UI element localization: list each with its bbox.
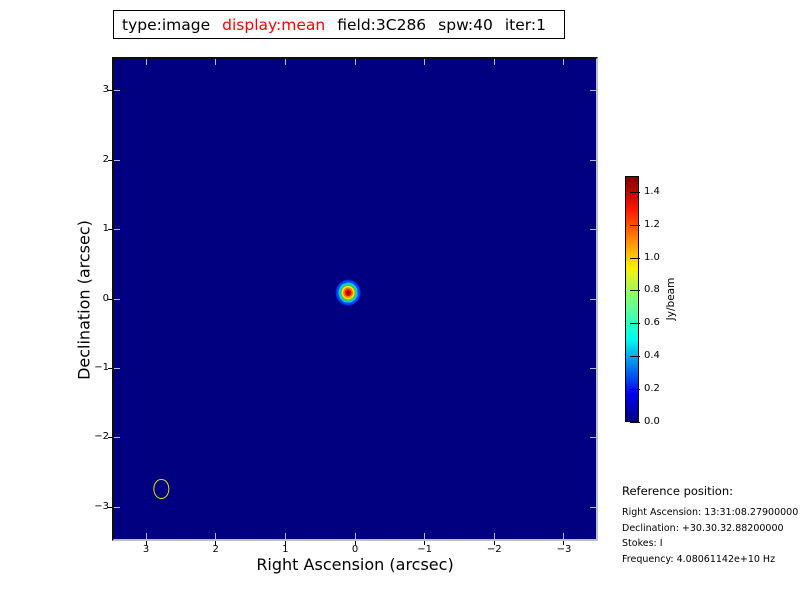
beam-ellipse	[153, 478, 170, 500]
x-tick-mark	[424, 59, 426, 65]
y-tick-mark	[114, 367, 120, 369]
y-tick-mark	[590, 367, 596, 369]
y-tick-label: −1	[94, 361, 109, 373]
title-segment: iter:1	[504, 15, 546, 34]
x-tick-mark	[493, 59, 495, 65]
x-tick-mark	[215, 59, 217, 65]
x-tick-label: −1	[417, 544, 433, 555]
source-blob	[335, 278, 361, 307]
x-tick-mark-outer	[563, 541, 565, 545]
y-tick-mark	[590, 90, 596, 92]
y-tick-label: 1	[102, 223, 109, 235]
colorbar-tick-mark	[630, 421, 640, 423]
y-tick-label: −2	[94, 431, 109, 443]
x-tick-mark	[563, 533, 565, 539]
colorbar-tick-mark	[630, 388, 640, 390]
y-tick-mark	[590, 298, 596, 300]
x-tick-mark	[424, 533, 426, 539]
y-tick-mark-outer	[108, 437, 112, 439]
x-tick-mark	[354, 59, 356, 65]
reference-line: Declination: +30.30.32.88200000	[622, 522, 784, 534]
y-tick-mark	[590, 506, 596, 508]
colorbar-tick-mark	[630, 224, 640, 226]
y-tick-mark-outer	[108, 367, 112, 369]
x-tick-mark	[284, 533, 286, 539]
x-tick-mark-outer	[424, 541, 426, 545]
y-tick-label: 2	[102, 153, 109, 165]
x-tick-mark-outer	[145, 541, 147, 545]
y-tick-label: −3	[94, 500, 109, 512]
y-tick-mark	[114, 506, 120, 508]
colorbar-tick-mark	[630, 257, 640, 259]
x-axis-label: Right Ascension (arcsec)	[256, 555, 454, 574]
y-tick-mark	[114, 298, 120, 300]
title-segment: display:mean	[222, 15, 326, 34]
reference-heading: Reference position:	[622, 484, 733, 498]
x-tick-label: 2	[212, 544, 219, 555]
colorbar-tick-mark	[630, 191, 640, 193]
x-tick-label: 0	[351, 544, 359, 555]
colorbar-tick-label: 0.6	[644, 317, 660, 329]
x-tick-mark	[145, 533, 147, 539]
y-tick-mark	[114, 437, 120, 439]
x-tick-mark	[563, 59, 565, 65]
title-segment: field:3C286	[337, 15, 427, 34]
colorbar-tick-label: 1.4	[644, 185, 660, 197]
colorbar-tick-mark	[630, 323, 640, 325]
title-segment: type:image	[122, 15, 211, 34]
y-tick-mark	[590, 437, 596, 439]
x-tick-mark	[145, 59, 147, 65]
reference-line: Stokes: I	[622, 538, 663, 549]
title-segment: spw:40	[438, 15, 493, 34]
reference-position-block: Reference position: Right Ascension: 13:…	[622, 484, 799, 567]
y-tick-mark	[114, 229, 120, 231]
y-tick-mark-outer	[108, 159, 112, 161]
colorbar-tick-mark	[630, 290, 640, 292]
colorbar-tick-label: 0.8	[644, 284, 660, 296]
y-tick-mark	[590, 159, 596, 161]
y-tick-mark-outer	[108, 229, 112, 231]
y-tick-mark-outer	[108, 90, 112, 92]
x-tick-mark-outer	[354, 541, 356, 545]
x-tick-mark	[215, 533, 217, 539]
reference-line: Frequency: 4.08061142e+10 Hz	[622, 553, 776, 565]
x-tick-mark	[284, 59, 286, 65]
y-tick-mark-outer	[108, 298, 112, 300]
y-tick-mark	[114, 159, 120, 161]
x-tick-label: −3	[556, 544, 572, 555]
y-tick-mark	[590, 229, 596, 231]
y-tick-mark	[114, 90, 120, 92]
colorbar-tick-label: 1.2	[644, 218, 660, 230]
colorbar-tick-label: 0.2	[644, 382, 660, 394]
y-tick-mark-outer	[108, 506, 112, 508]
x-tick-mark-outer	[215, 541, 217, 545]
colorbar-gradient	[625, 176, 639, 422]
colorbar-tick-label: 0.4	[644, 349, 660, 361]
reference-line: Right Ascension: 13:31:08.27900000	[622, 507, 799, 518]
y-tick-label: 0	[102, 292, 109, 304]
plot-canvas[interactable]	[112, 57, 598, 541]
colorbar-tick-mark	[630, 355, 640, 357]
x-tick-label: 1	[282, 544, 289, 555]
x-tick-label: 3	[142, 544, 150, 555]
plot-title-box: type:image display:mean field:3C286 spw:40 i…	[113, 10, 565, 39]
y-tick-label: 3	[102, 84, 109, 96]
colorbar-tick-label: 1.0	[644, 251, 660, 263]
colorbar-tick-label: 0.0	[644, 415, 660, 427]
x-tick-mark-outer	[284, 541, 286, 545]
x-tick-mark	[354, 533, 356, 539]
x-tick-mark-outer	[493, 541, 495, 545]
x-tick-label: −2	[486, 544, 502, 555]
x-tick-mark	[493, 533, 495, 539]
